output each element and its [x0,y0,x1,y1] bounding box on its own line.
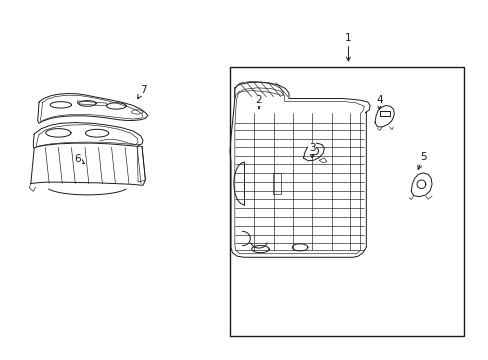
Text: 7: 7 [138,85,146,99]
Text: 3: 3 [308,143,315,158]
Bar [229,67,464,336]
Text: 6: 6 [74,154,84,164]
Text: 1: 1 [345,33,351,61]
Text: 5: 5 [417,152,426,169]
Text: 2: 2 [255,95,262,109]
Text: 4: 4 [376,95,383,109]
